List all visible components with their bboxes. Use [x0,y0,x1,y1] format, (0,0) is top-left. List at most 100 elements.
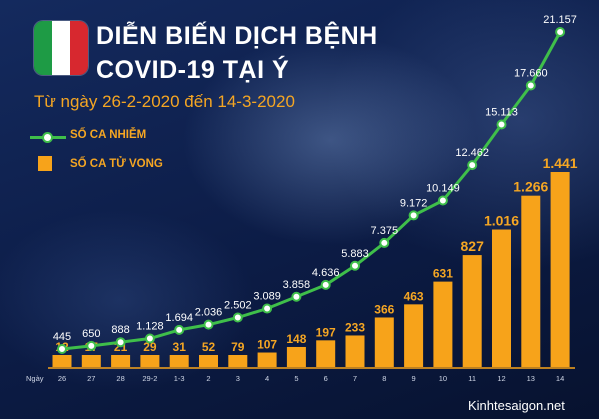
x-tick-label: 7 [353,374,357,383]
infections-line [61,31,562,351]
legend-deaths-label: SỐ CA TỬ VONG [70,158,163,170]
x-tick-label: 2 [206,374,210,383]
infections-point-label: 650 [82,328,100,340]
infections-point [350,260,360,271]
infections-point [86,340,97,351]
infections-point-label: 445 [53,331,71,343]
x-axis-prefix: Ngày [26,374,44,383]
death-bar-label: 197 [316,325,336,339]
legend-infections-label: SỐ CA NHIỄM [70,129,147,141]
death-bar-label: 1.016 [484,213,519,229]
death-bar [492,229,511,367]
death-bar [228,355,248,367]
source-footer: Kinhtesaigon.net [468,398,565,413]
infections-point [379,237,390,248]
death-bar-label: 31 [173,340,187,354]
death-bar [111,355,131,367]
infections-point-label: 4.636 [312,267,340,279]
x-tick-label: 1-3 [174,374,185,383]
infections-point-label: 15.113 [485,107,518,119]
x-tick-label: 10 [439,374,447,383]
title-line-2: COVID-19 TẠI Ý [96,56,290,84]
infections-point-label: 9.172 [400,197,428,209]
death-bar [169,355,189,367]
x-tick-label: 3 [236,374,240,383]
x-tick-label: 4 [265,374,269,383]
title-line-1: DIỄN BIẾN DỊCH BỆNH [96,22,378,50]
infections-point-label: 1.694 [165,312,193,324]
death-bar [521,195,541,367]
death-bar-label: 631 [433,267,453,281]
death-bar [462,255,482,367]
infections-point [496,119,507,130]
death-bar [433,281,453,367]
infections-point [262,303,273,314]
flag-stripe-white [52,21,70,75]
infections-point-label: 2.036 [195,307,223,319]
x-tick-label: 9 [412,374,416,383]
flag-stripe-red [70,21,88,75]
x-tick-label: 5 [294,374,298,383]
infections-point [320,279,331,290]
death-bar-label: 107 [257,338,277,352]
death-bar [286,346,306,367]
infections-point-label: 7.375 [371,225,399,237]
death-bar [345,335,365,367]
x-tick-label: 11 [468,374,476,383]
death-bar [140,355,160,367]
infections-point-label: 17.660 [514,68,548,80]
death-bar-label: 148 [286,332,306,346]
infections-point [291,291,302,302]
death-bar-label: 52 [202,340,216,354]
x-tick-label: 13 [527,374,535,383]
infections-point-label: 21.157 [543,14,577,26]
death-bar [404,304,424,367]
x-tick-label: 27 [87,374,95,383]
infections-point-label: 888 [111,324,129,336]
infections-point-label: 2.502 [224,300,252,312]
infections-point [525,80,536,91]
death-bar [550,172,570,367]
death-bar [374,317,394,367]
death-bar-label: 233 [345,320,365,334]
infections-point-label: 10.149 [426,182,460,194]
death-bar-label: 366 [374,302,394,316]
death-bar [199,355,218,367]
infections-point [115,337,126,348]
x-tick-label: 14 [556,374,564,383]
subtitle: Từ ngày 26-2-2020 đến 14-3-2020 [34,92,295,111]
infections-point [144,333,155,344]
infections-point [555,27,566,37]
flag-stripe-green [34,21,52,75]
death-bar [316,340,336,367]
infections-point [437,195,448,206]
infections-point [232,312,243,323]
infections-point [57,344,67,354]
death-bar [257,352,277,367]
x-tick-label: 28 [116,374,124,383]
death-bar [52,355,72,367]
x-tick-label: 6 [324,374,328,383]
infections-point-label: 5.883 [341,248,369,260]
infections-point [467,160,478,171]
death-bar-label: 827 [461,238,485,254]
death-bar-label: 1.441 [543,155,578,171]
infections-point-label: 3.858 [283,279,311,291]
death-bar-label: 1.266 [513,179,548,195]
death-bar-label: 79 [231,340,245,354]
x-tick-label: 29-2 [142,374,157,383]
infections-point [408,210,419,221]
death-bar-label: 29 [143,340,157,354]
x-tick-label: 8 [382,374,386,383]
x-tick-label: 26 [58,374,66,383]
italy-flag-icon [34,21,88,75]
infections-point [203,319,214,330]
infections-point [174,324,185,335]
legend-bar-swatch [38,156,52,171]
infections-point-label: 12.462 [455,147,489,159]
x-tick-label: 12 [497,374,505,383]
infections-point-label: 3.089 [253,291,281,303]
death-bar [81,355,101,367]
infections-point-label: 1.128 [136,321,164,333]
